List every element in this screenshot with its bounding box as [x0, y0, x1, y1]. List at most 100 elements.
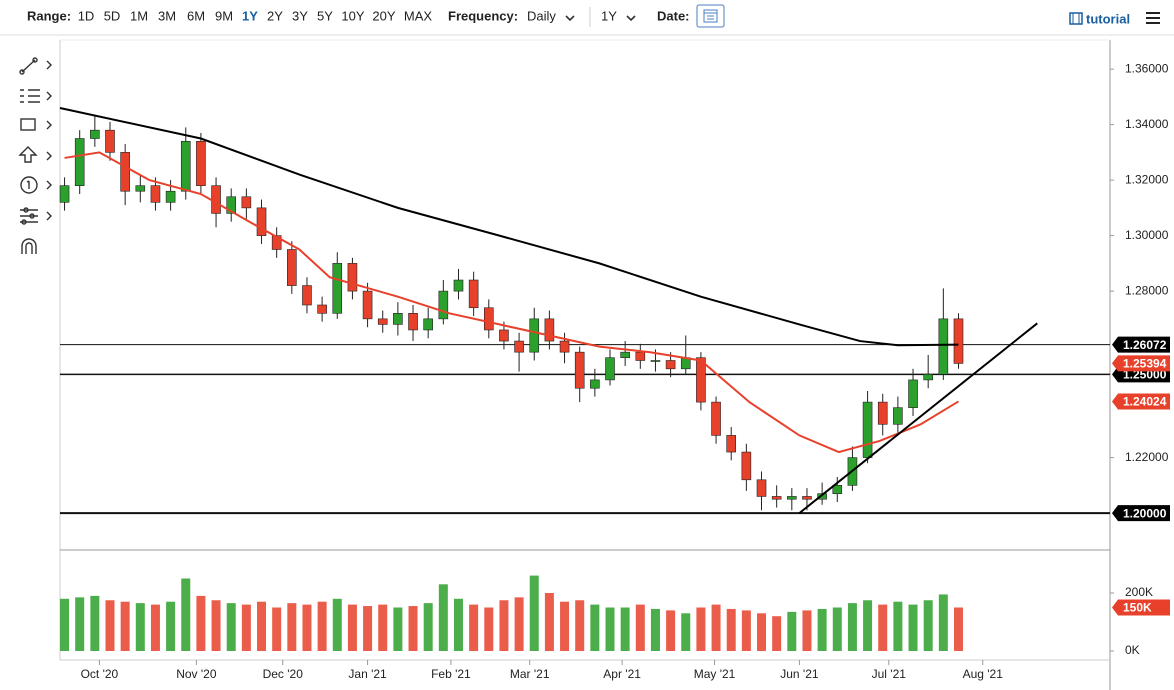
range-button[interactable]: 6M	[187, 8, 205, 23]
candle-body	[877, 401, 888, 425]
volume-bar	[484, 607, 494, 651]
dropdown-chevrons[interactable]	[565, 15, 636, 22]
y-tick-label: 1.32000	[1125, 172, 1169, 186]
period-value[interactable]: 1Y	[601, 8, 617, 23]
candle-body	[393, 313, 403, 325]
x-tick-label: Aug '21	[963, 667, 1004, 681]
volume-bar	[923, 600, 933, 651]
y-tick-label: 1.28000	[1125, 283, 1169, 297]
level-tag: 1.26072	[1112, 336, 1170, 353]
candle-body	[180, 140, 191, 192]
candle-body	[953, 318, 964, 364]
x-tick-label: Jul '21	[872, 667, 907, 681]
candle-body	[590, 379, 600, 389]
volume-bar	[878, 604, 888, 651]
range-button[interactable]: 5D	[104, 8, 121, 23]
volume-bar	[408, 606, 418, 651]
x-tick-label: Feb '21	[431, 667, 471, 681]
tag-label: 1.24024	[1123, 395, 1167, 409]
range-button[interactable]: 20Y	[372, 8, 395, 23]
volume-bar	[863, 600, 873, 651]
tag-label: 1.26072	[1123, 338, 1167, 352]
candle-body	[514, 340, 524, 353]
volume-bar	[211, 600, 221, 651]
x-tick-label: Jan '21	[348, 667, 387, 681]
volume-bar	[681, 613, 691, 651]
volume-tag: 150K	[1112, 599, 1170, 616]
volume-bar	[317, 601, 327, 651]
volume-bar	[514, 597, 524, 651]
volume-bar	[393, 607, 403, 651]
candle-body	[832, 485, 843, 494]
tool-arrow[interactable]	[18, 146, 52, 163]
volume-bar	[196, 595, 206, 651]
tool-line[interactable]	[19, 57, 52, 75]
candle-body	[226, 196, 237, 214]
y-tick-label: 1.22000	[1125, 450, 1169, 464]
range-button[interactable]: 1M	[130, 8, 148, 23]
date-label: Date:	[657, 8, 690, 23]
volume-bar	[166, 601, 176, 651]
tool-magnet[interactable]	[21, 238, 37, 254]
candle-body	[635, 351, 646, 361]
candle-body	[923, 374, 933, 381]
range-button[interactable]: 10Y	[341, 8, 364, 23]
volume-bar	[120, 601, 130, 651]
y-tick-label: 200K	[1125, 585, 1153, 599]
x-tick-label: May '21	[694, 667, 736, 681]
volume-bar	[347, 604, 357, 651]
plot-area	[59, 107, 1110, 515]
calendar-button[interactable]	[696, 4, 725, 28]
candle-body	[317, 304, 327, 314]
range-button[interactable]: 1Y	[242, 8, 258, 23]
tag-shape	[1112, 393, 1170, 410]
candle-body	[302, 285, 312, 306]
candle-body	[529, 318, 540, 353]
tool-shape[interactable]	[20, 118, 52, 131]
tool-measure[interactable]	[20, 207, 52, 225]
candle-body	[105, 129, 115, 153]
tutorial-link[interactable]: tutorial	[1086, 11, 1130, 26]
range-button[interactable]: 5Y	[317, 8, 333, 23]
menu-button[interactable]	[1146, 12, 1160, 24]
range-button[interactable]: 3Y	[292, 8, 308, 23]
tool-fib[interactable]	[20, 89, 52, 103]
volume-bar	[620, 607, 630, 651]
frequency-value[interactable]: Daily	[527, 8, 556, 23]
volume-bar	[560, 601, 570, 651]
range-button[interactable]: 2Y	[267, 8, 283, 23]
x-tick-label: Apr '21	[603, 667, 641, 681]
volume-bar	[150, 604, 160, 651]
candle-body	[665, 360, 676, 370]
volume-bar	[575, 600, 585, 651]
candle-body	[135, 185, 146, 192]
candle-body	[726, 435, 737, 453]
range-button[interactable]: 1D	[78, 8, 95, 23]
volume-bar	[75, 597, 85, 651]
volume-bar	[257, 601, 267, 651]
volume-bar	[817, 608, 827, 651]
candle-body	[74, 138, 85, 186]
last-price-tag: 1.25394	[1112, 355, 1170, 372]
range-button[interactable]: 9M	[215, 8, 233, 23]
volume-bar	[847, 603, 857, 651]
tool-annotation[interactable]	[20, 176, 52, 194]
volume-bar	[302, 604, 312, 651]
tag-shape	[1112, 355, 1170, 372]
volume-bar	[938, 594, 948, 651]
candle-body	[196, 140, 206, 186]
moving-average	[59, 107, 959, 347]
volume-bar	[105, 600, 115, 651]
candle-body	[241, 196, 252, 209]
volume-bar	[635, 604, 645, 651]
frequency-label: Frequency:	[448, 8, 518, 23]
candle-body	[150, 185, 161, 203]
candle-body	[771, 496, 782, 500]
candle-body	[559, 340, 570, 353]
range-button[interactable]: MAX	[404, 8, 433, 23]
candle-body	[59, 185, 70, 203]
volume-bar	[135, 603, 145, 651]
volume-bar	[544, 592, 554, 651]
range-button[interactable]: 3M	[158, 8, 176, 23]
